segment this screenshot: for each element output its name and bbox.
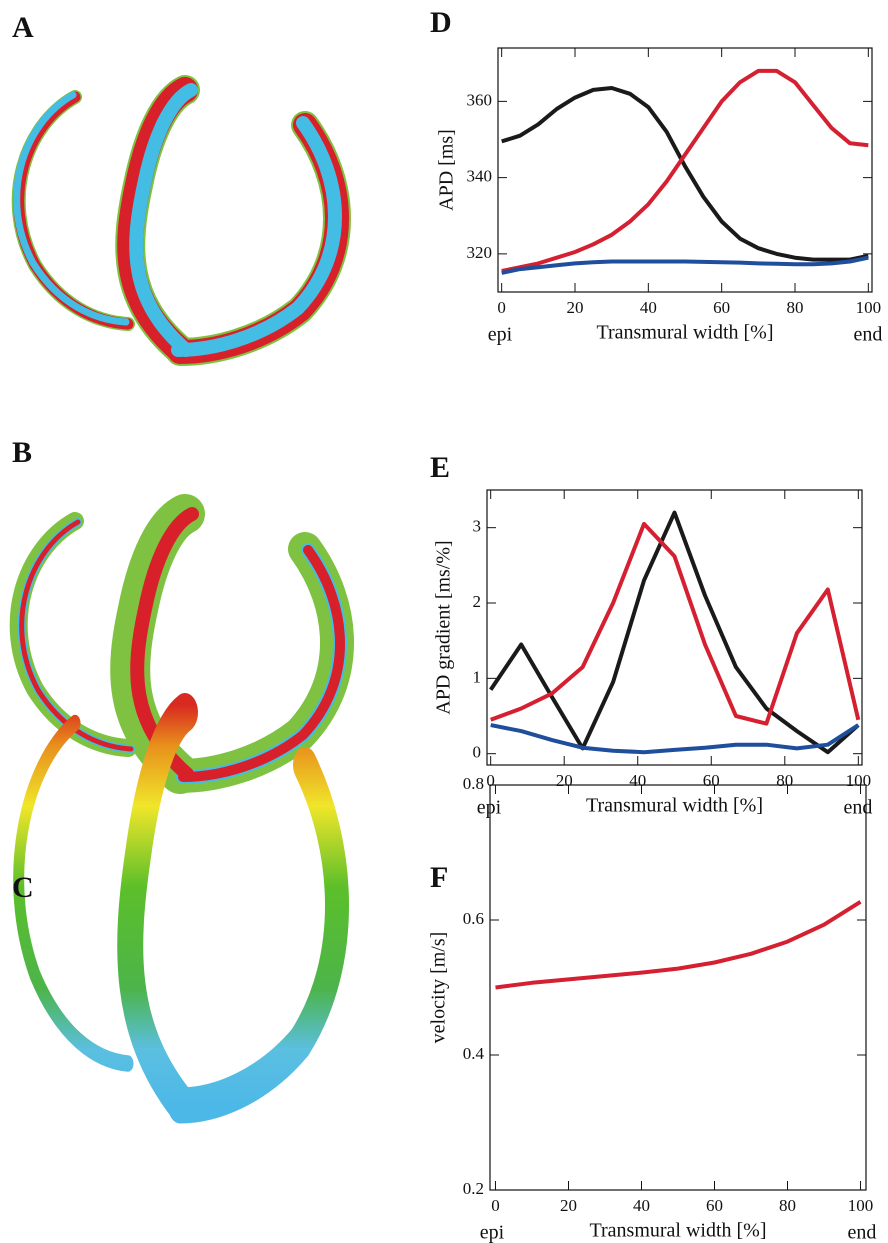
x-tick-label: 100 [856, 298, 882, 317]
data-line [490, 521, 861, 726]
x-tick-label: 100 [848, 1196, 874, 1215]
x-tick-label: 20 [567, 298, 584, 317]
y-tick-label: 3 [473, 517, 482, 536]
x-axis-label: Transmural width [%] [586, 795, 763, 817]
heart-a [17, 90, 337, 352]
data-line [489, 510, 860, 755]
x-start-label: epi [477, 797, 502, 819]
panel-label: E [430, 451, 450, 484]
y-axis-label: APD [ms] [436, 129, 458, 211]
plot-frame [497, 47, 873, 293]
panel-label: F [430, 861, 448, 894]
plot-frame [486, 489, 863, 766]
x-start-label: epi [488, 324, 513, 346]
y-tick-label: 0.4 [463, 1044, 485, 1063]
panel-label: A [12, 11, 34, 44]
panel-label: C [12, 871, 34, 904]
x-tick-label: 0 [497, 298, 506, 317]
x-tick-label: 60 [713, 298, 730, 317]
x-tick-label: 40 [640, 298, 657, 317]
x-end-label: end [854, 324, 883, 346]
y-tick-label: 1 [473, 667, 482, 686]
x-tick-label: 0 [486, 771, 495, 790]
y-axis-label: APD gradient [ms/%] [433, 540, 455, 714]
x-tick-label: 40 [629, 771, 646, 790]
y-tick-label: 2 [473, 592, 482, 611]
y-tick-label: 340 [467, 167, 493, 186]
y-tick-label: 360 [467, 90, 493, 109]
y-tick-label: 0.6 [463, 909, 484, 928]
data-line [501, 68, 869, 273]
y-axis-label: velocity [m/s] [428, 932, 450, 1044]
panel-label: D [430, 6, 452, 39]
x-tick-label: 40 [633, 1196, 650, 1215]
x-tick-label: 80 [776, 771, 793, 790]
y-tick-label: 0 [473, 743, 482, 762]
x-tick-label: 0 [491, 1196, 500, 1215]
x-axis-label: Transmural width [%] [589, 1220, 766, 1242]
x-start-label: epi [480, 1222, 505, 1243]
x-tick-label: 60 [706, 1196, 723, 1215]
data-line [490, 723, 860, 755]
x-tick-label: 20 [556, 771, 573, 790]
y-tick-label: 0.8 [463, 774, 484, 793]
plot-frame [489, 784, 867, 1191]
y-tick-label: 320 [467, 243, 493, 262]
x-tick-label: 80 [787, 298, 804, 317]
x-tick-label: 60 [703, 771, 720, 790]
data-line [501, 255, 869, 275]
x-tick-label: 20 [560, 1196, 577, 1215]
data-line [495, 900, 862, 990]
y-tick-label: 0.2 [463, 1179, 484, 1198]
x-axis-label: Transmural width [%] [596, 322, 773, 344]
x-tick-label: 100 [846, 771, 872, 790]
data-line [501, 86, 869, 262]
x-tick-label: 80 [779, 1196, 796, 1215]
panel-label: B [12, 436, 32, 469]
x-end-label: end [848, 1222, 877, 1243]
x-end-label: end [844, 797, 873, 819]
